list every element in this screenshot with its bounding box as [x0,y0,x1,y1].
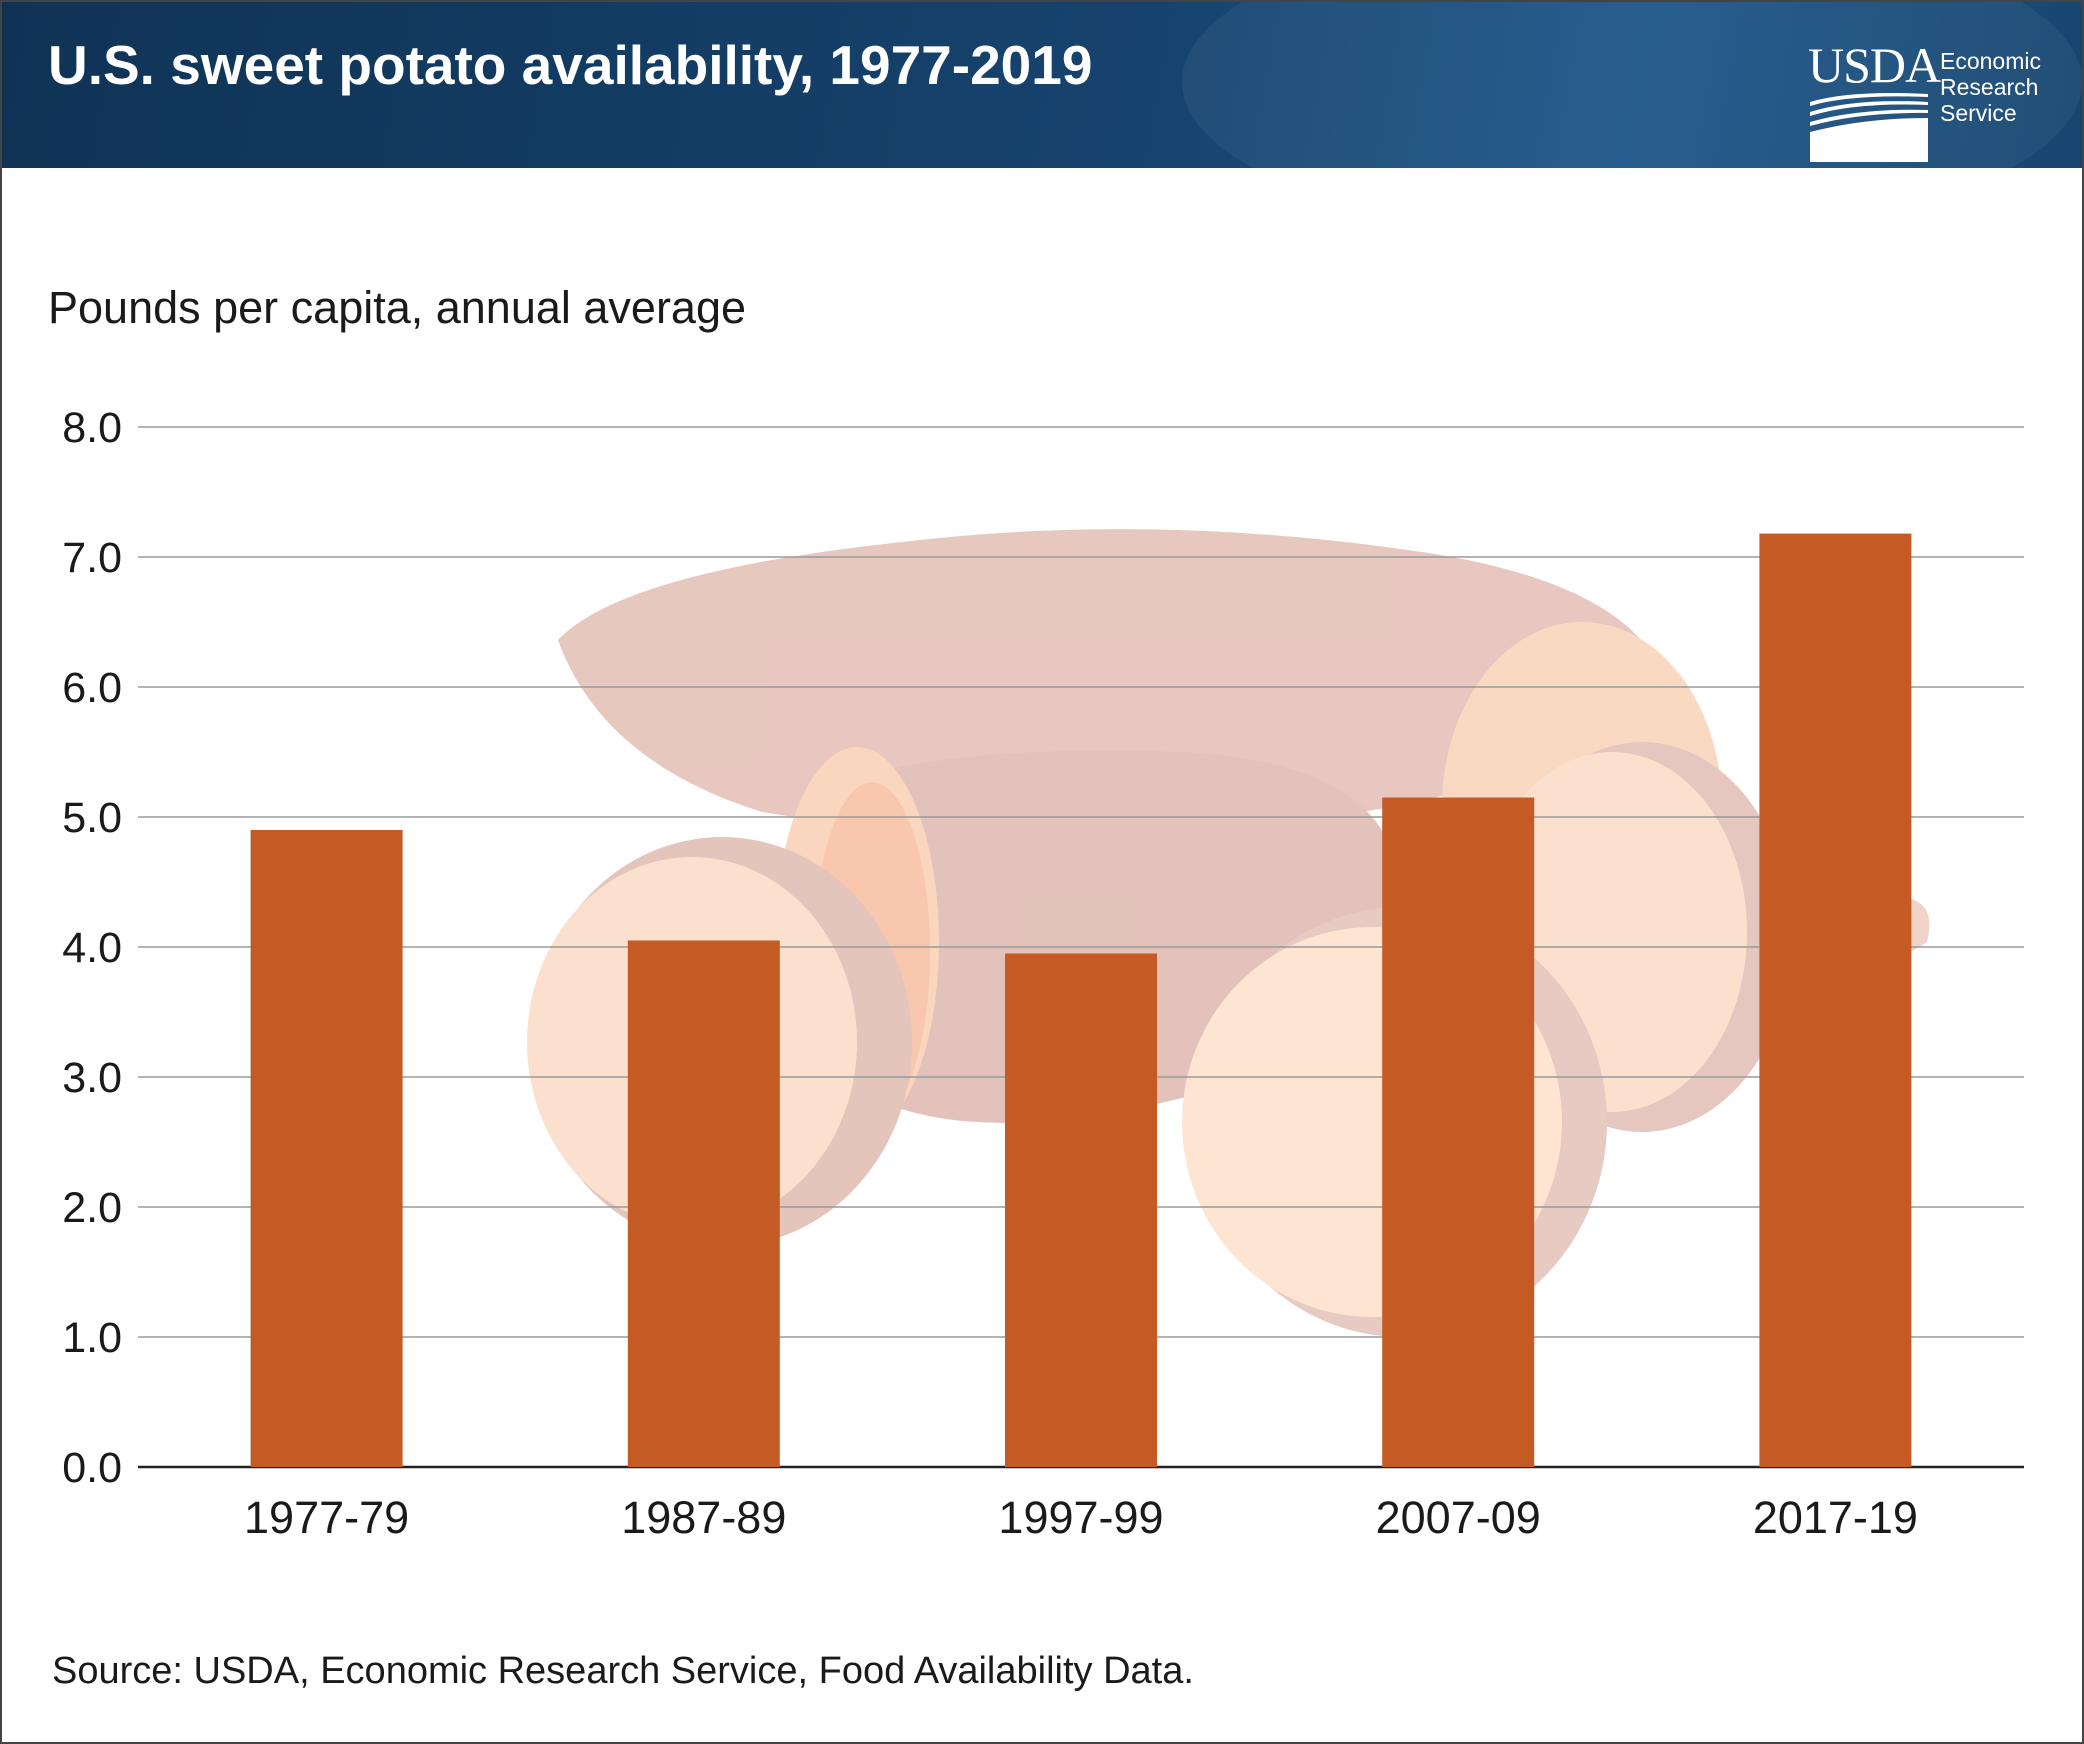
bar-chart: 0.0 1.0 2.0 3.0 4.0 5.0 6.0 7.0 8.0 1977-79 1987-… [62,404,2024,1543]
logo-line-research: Research [1940,74,2039,100]
logo-agency-name: Economic Research Service [1940,48,2041,126]
logo-usda-wordmark: USDA [1808,37,1941,93]
usda-ers-logo: USDA Economic Research Service [1808,37,2078,162]
bar-1977-79 [250,830,403,1467]
bars [250,533,1912,1467]
bar-2017-19 [1759,533,1912,1467]
bar-1997-99 [1005,953,1157,1467]
y-tick-label: 8.0 [62,404,122,452]
y-tick-labels: 0.0 1.0 2.0 3.0 4.0 5.0 6.0 7.0 8.0 [62,404,122,1492]
logo-line-service: Service [1940,100,2017,126]
x-tick-label: 1997-99 [998,1492,1163,1543]
source-note: Source: USDA, Economic Research Service,… [52,1650,1194,1692]
x-tick-labels: 1977-79 1987-89 1997-99 2007-09 2017-19 [244,1492,1918,1543]
header-banner: U.S. sweet potato availability, 1977-201… [2,2,2082,168]
logo-landscape-icon [1810,93,1928,162]
x-tick-label: 2017-19 [1753,1492,1918,1543]
y-tick-label: 4.0 [62,924,122,972]
y-tick-label: 2.0 [62,1184,122,1232]
header-decoration [1182,2,2082,168]
x-tick-label: 1987-89 [621,1492,786,1543]
bar-1987-89 [627,940,780,1467]
x-tick-label: 1977-79 [244,1492,409,1543]
y-tick-label: 7.0 [62,534,122,582]
y-tick-label: 5.0 [62,794,122,842]
bar-2007-09 [1382,797,1535,1467]
logo-line-economic: Economic [1940,48,2041,74]
y-tick-label: 0.0 [62,1444,122,1492]
y-tick-label: 1.0 [62,1314,122,1362]
y-tick-label: 6.0 [62,664,122,712]
x-tick-label: 2007-09 [1376,1492,1541,1543]
chart-title: U.S. sweet potato availability, 1977-201… [48,34,1093,96]
y-axis-label: Pounds per capita, annual average [48,282,747,333]
y-tick-label: 3.0 [62,1054,122,1102]
